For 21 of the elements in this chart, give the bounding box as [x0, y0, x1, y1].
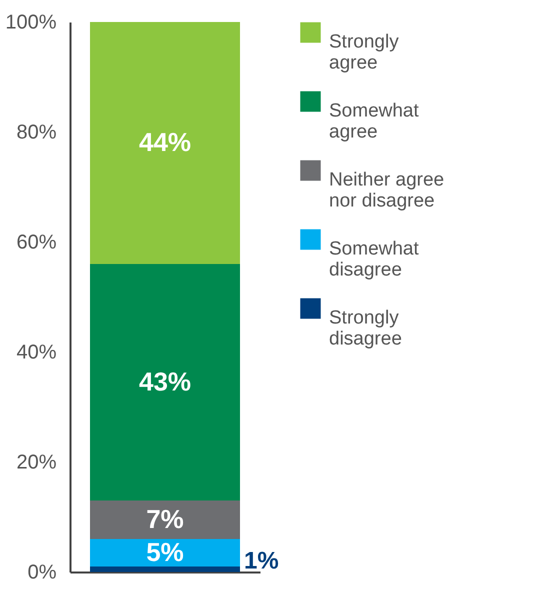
- data-label: 43%: [138, 366, 192, 396]
- bar: [90, 22, 240, 264]
- bar: [90, 566, 240, 572]
- legend-label: Somewhat disagree: [329, 238, 420, 280]
- y-tick-label: 20%: [16, 452, 57, 474]
- bar: [90, 500, 240, 539]
- data-label: 44%: [138, 127, 192, 157]
- y-tick-label: 60%: [16, 232, 57, 254]
- data-label: 1%: [244, 547, 279, 574]
- legend-label: Strongly disagree: [329, 308, 402, 350]
- data-label: 5%: [146, 536, 184, 567]
- y-tick-label: 80%: [16, 122, 57, 144]
- bar: [90, 264, 240, 500]
- data-label: 7%: [146, 504, 184, 534]
- y-tick-label: 100%: [5, 12, 57, 34]
- legend-label: Neither agree nor disagree: [329, 170, 444, 212]
- legend-label: Strongly agree: [329, 32, 400, 74]
- y-tick-label: 40%: [16, 342, 57, 364]
- bar: [90, 539, 240, 566]
- y-tick-label: 0%: [28, 562, 57, 584]
- legend-label: Somewhat agree: [329, 100, 420, 142]
